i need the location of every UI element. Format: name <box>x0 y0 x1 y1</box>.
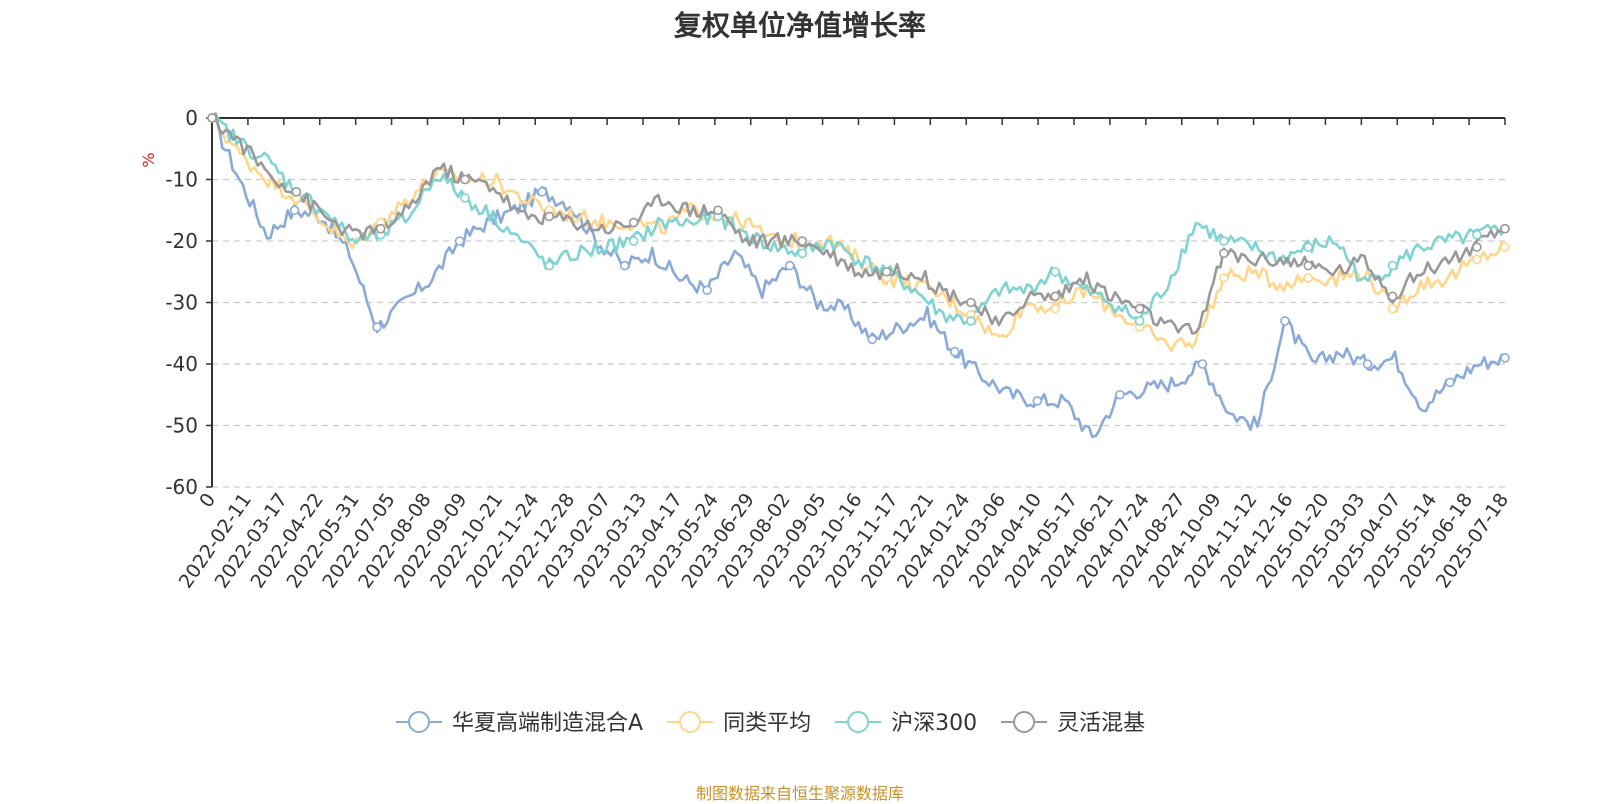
series-line <box>211 114 1507 353</box>
data-point <box>1445 377 1455 388</box>
legend[interactable]: 华夏高端制造混合A 同类平均 沪深300 灵活混基 <box>396 711 1145 736</box>
grid-lines <box>212 178 1505 488</box>
data-point <box>375 223 386 234</box>
series-line <box>210 112 1506 335</box>
x-axis-ticks: 02022-02-112022-03-172022-04-222022-05-3… <box>175 118 1513 592</box>
data-point <box>454 236 465 246</box>
data-point <box>544 211 555 222</box>
data-point <box>1050 266 1061 277</box>
data-point <box>628 217 639 228</box>
data-point <box>867 334 878 345</box>
legend-item[interactable]: 沪深300 <box>835 711 977 736</box>
data-point <box>1134 303 1145 314</box>
data-point <box>1134 316 1145 326</box>
y-tick-label: -30 <box>165 291 198 315</box>
data-point <box>460 193 470 203</box>
data-point <box>1032 396 1043 406</box>
data-point <box>713 205 723 216</box>
data-point <box>1303 260 1314 271</box>
data-point <box>1219 273 1229 283</box>
data-point <box>291 187 302 197</box>
y-tick-label: -60 <box>165 475 198 499</box>
data-point <box>1050 303 1061 314</box>
x-tick-label: 0 <box>195 489 220 512</box>
data-point <box>797 236 808 246</box>
data-point <box>619 260 630 271</box>
data-point <box>372 322 382 332</box>
data-point <box>289 205 300 216</box>
data-point <box>1500 353 1510 363</box>
y-axis-ticks: 0 -10 -20 -30 -40 -50 -60 <box>165 106 212 499</box>
data-point <box>207 113 217 123</box>
y-tick-label: 0 <box>185 106 198 130</box>
y-axis-unit: % <box>139 152 158 167</box>
data-point <box>1362 359 1373 369</box>
data-point <box>1115 389 1125 400</box>
legend-marker-icon <box>1013 711 1036 733</box>
data-point <box>1197 359 1208 369</box>
data-point <box>1387 303 1398 314</box>
data-point <box>1387 291 1398 302</box>
series-markers <box>207 113 1510 406</box>
legend-item[interactable]: 华夏高端制造混合A <box>396 711 643 736</box>
data-point <box>702 285 712 296</box>
data-point <box>1500 242 1510 252</box>
data-point <box>784 260 795 271</box>
data-point <box>1280 316 1290 326</box>
data-point <box>1303 242 1314 252</box>
data-point <box>949 346 960 357</box>
data-point <box>1387 260 1398 271</box>
data-point <box>460 174 470 185</box>
data-point <box>1219 248 1229 259</box>
data-point <box>1472 254 1482 265</box>
legend-marker-icon <box>408 711 430 733</box>
data-point <box>544 260 555 271</box>
data-point <box>1472 230 1482 240</box>
data-point <box>537 187 547 197</box>
data-point <box>1303 273 1314 283</box>
data-point <box>966 316 976 326</box>
y-tick-label: -50 <box>165 414 198 438</box>
data-point <box>966 297 976 308</box>
legend-label: 同类平均 <box>723 711 811 736</box>
data-point <box>881 266 892 277</box>
series-line <box>211 112 1507 326</box>
data-source-note: 制图数据来自恒生聚源数据库 <box>695 784 904 803</box>
legend-item[interactable]: 灵活混基 <box>1001 711 1145 736</box>
data-point <box>797 248 808 259</box>
legend-label: 沪深300 <box>891 711 977 736</box>
data-point <box>1500 223 1510 234</box>
series-lines <box>210 112 1507 439</box>
data-point <box>1472 242 1482 252</box>
data-point <box>1050 291 1061 302</box>
y-tick-label: -40 <box>165 352 198 376</box>
data-point <box>1219 236 1229 246</box>
y-tick-label: -10 <box>165 168 198 192</box>
legend-marker-icon <box>679 711 702 733</box>
y-tick-label: -20 <box>165 229 198 253</box>
legend-marker-icon <box>847 711 870 733</box>
legend-item[interactable]: 同类平均 <box>667 711 811 736</box>
legend-label: 灵活混基 <box>1057 711 1145 736</box>
data-point <box>628 236 639 246</box>
axes <box>211 117 1505 487</box>
chart-title: 复权单位净值增长率 <box>673 9 926 42</box>
legend-label: 华夏高端制造混合A <box>452 711 643 736</box>
